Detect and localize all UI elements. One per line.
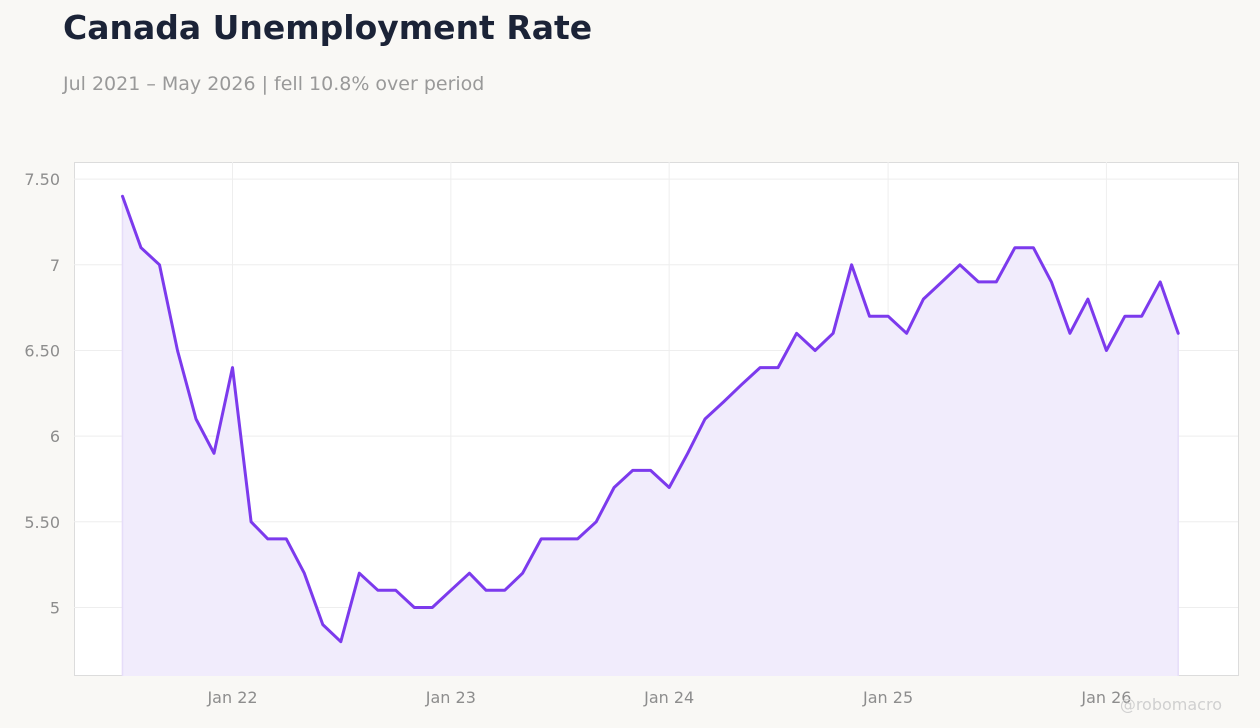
x-tick-label: Jan 24 xyxy=(643,688,694,707)
x-tick-label: Jan 22 xyxy=(206,688,257,707)
y-tick-label: 7 xyxy=(50,256,60,275)
x-tick-label: Jan 23 xyxy=(425,688,476,707)
series-points xyxy=(122,196,1179,642)
chart-subtitle: Jul 2021 – May 2026 | fell 10.8% over pe… xyxy=(63,73,485,95)
x-tick-label: Jan 25 xyxy=(862,688,913,707)
chart-title: Canada Unemployment Rate xyxy=(63,8,593,47)
watermark: @robomacro xyxy=(1120,695,1222,714)
y-tick-label: 7.50 xyxy=(24,170,60,189)
y-tick-label: 5 xyxy=(50,598,60,617)
y-axis-ticks: 5 5.50 6 6.50 7 7.50 xyxy=(24,170,60,617)
x-tick-label: Jan 26 xyxy=(1080,688,1131,707)
series-line xyxy=(121,194,1180,644)
y-tick-label: 5.50 xyxy=(24,513,60,532)
x-axis-ticks: Jan 22 Jan 23 Jan 24 Jan 25 Jan 26 xyxy=(206,688,1131,707)
series-area xyxy=(122,196,1179,677)
y-tick-label: 6.50 xyxy=(24,341,60,360)
y-tick-label: 6 xyxy=(50,427,60,446)
